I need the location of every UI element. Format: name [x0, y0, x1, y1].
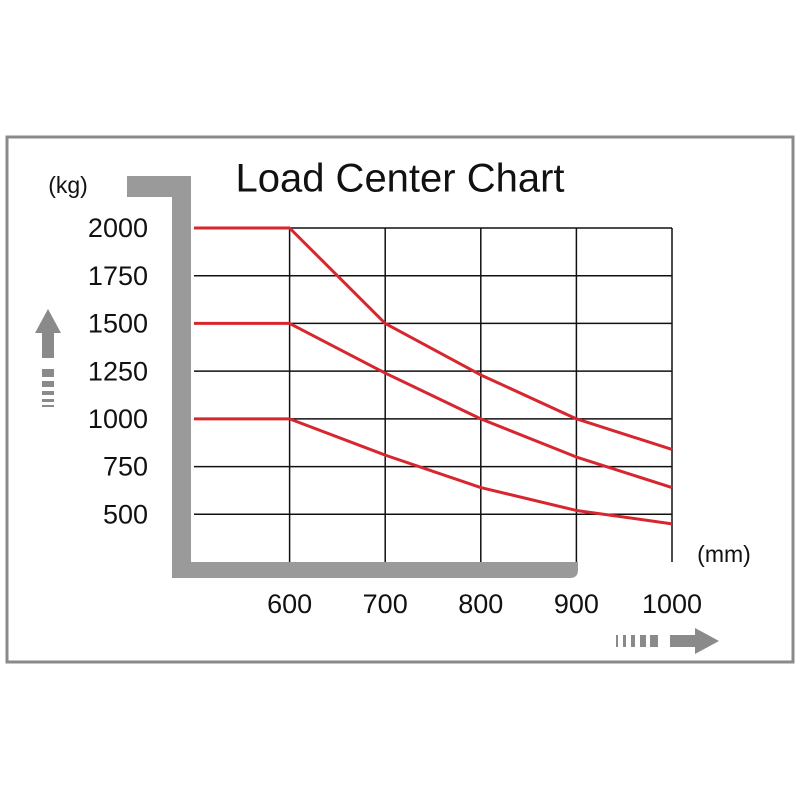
- x-tick-label: 700: [363, 589, 408, 619]
- y-tick-label: 750: [103, 452, 148, 482]
- y-tick-label: 1500: [88, 309, 148, 339]
- x-tick-label: 1000: [642, 589, 702, 619]
- y-axis-label: (kg): [48, 172, 88, 198]
- y-tick-label: 1750: [88, 261, 148, 291]
- y-tick-label: 1000: [88, 404, 148, 434]
- y-tick-label: 2000: [88, 213, 148, 243]
- chart-title: Load Center Chart: [235, 157, 564, 201]
- y-tick-label: 500: [103, 499, 148, 529]
- fork-shape: [127, 176, 578, 578]
- x-tick-label: 900: [554, 589, 599, 619]
- x-tick-label: 600: [267, 589, 312, 619]
- load-line: [194, 321, 673, 489]
- load-line: [194, 417, 673, 526]
- x-axis-label: (mm): [697, 541, 751, 567]
- y-tick-label: 1250: [88, 356, 148, 386]
- x-tick-label: 800: [458, 589, 503, 619]
- x-arrow: [616, 628, 719, 654]
- load-line: [194, 226, 673, 451]
- y-arrow: [35, 309, 61, 407]
